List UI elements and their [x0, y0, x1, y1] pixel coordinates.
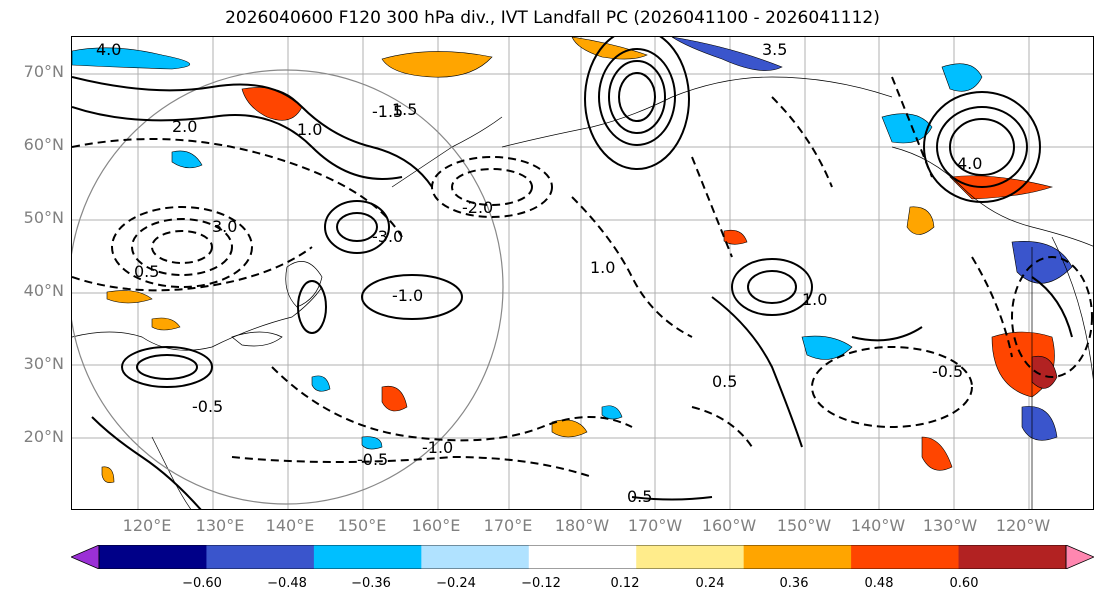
contour-label: -0.5 — [192, 397, 223, 416]
dashed-contours — [72, 76, 1093, 478]
range-ring — [72, 69, 504, 505]
contour-label: 4.0 — [957, 154, 982, 173]
colorbar-tick-label: 0.60 — [949, 576, 979, 591]
colorbar-cell — [206, 545, 315, 569]
colorbar-cell — [636, 545, 745, 569]
colorbar-tick-label: 0.48 — [864, 576, 894, 591]
contour-label: -0.5 — [932, 362, 963, 381]
lon-label: 160°W — [701, 516, 757, 535]
lat-label-30n: 30°N — [23, 354, 64, 373]
colorbar-tick-label: 0.12 — [610, 576, 640, 591]
contour-label: 4.0 — [96, 40, 121, 59]
solid-contours — [72, 37, 1073, 509]
lat-label-20n: 20°N — [23, 427, 64, 446]
colorbar-border — [98, 545, 1067, 569]
contour-labels: 4.0 3.0 2.0 1.5 1.0 0.5 -0.5 -1.0 -1.5 -… — [96, 40, 982, 506]
contour-label: -3.0 — [372, 227, 403, 246]
lon-label: 170°E — [483, 516, 533, 535]
contour-label: 0.5 — [712, 372, 737, 391]
colorbar-cell — [99, 545, 207, 569]
colorbar-tick-label: −0.60 — [182, 576, 222, 591]
lat-label-40n: 40°N — [23, 281, 64, 300]
contour-label: 1.0 — [297, 120, 322, 139]
contour-label: 3.0 — [212, 217, 237, 236]
graticule — [72, 37, 1093, 509]
contour-label: 1.5 — [392, 100, 417, 119]
map-panel: 4.0 3.0 2.0 1.5 1.0 0.5 -0.5 -1.0 -1.5 -… — [71, 36, 1094, 510]
colorbar-cell — [851, 545, 960, 569]
colorbar-tick-label: −0.48 — [267, 576, 307, 591]
contour-label: -1.5 — [372, 102, 403, 121]
contour-label: -2.0 — [462, 198, 493, 217]
lon-label: 160°E — [411, 516, 461, 535]
colorbar-tick-label: −0.12 — [521, 576, 561, 591]
lat-label-60n: 60°N — [23, 135, 64, 154]
colorbar-cell — [958, 545, 1067, 569]
map-title: 2026040600 F120 300 hPa div., IVT Landfa… — [225, 8, 880, 28]
lon-label: 140°W — [850, 516, 906, 535]
lat-label-50n: 50°N — [23, 208, 64, 227]
contour-label: 2.0 — [172, 117, 197, 136]
lon-label: 120°W — [995, 516, 1051, 535]
lon-label: 180°W — [554, 516, 610, 535]
map-canvas: 4.0 3.0 2.0 1.5 1.0 0.5 -0.5 -1.0 -1.5 -… — [72, 37, 1093, 509]
contour-label: 1.0 — [802, 290, 827, 309]
colorbar-tick-label: −0.36 — [351, 576, 391, 591]
contour-label: 1.0 — [590, 258, 615, 277]
lon-label: 140°E — [265, 516, 315, 535]
contour-label: -0.5 — [357, 450, 388, 469]
colorbar — [71, 545, 1094, 569]
lon-label: 120°E — [122, 516, 172, 535]
colorbar-cell — [421, 545, 530, 569]
colorbar-extension-high — [1065, 545, 1094, 569]
colorbar-cell — [743, 545, 852, 569]
contour-label: 0.5 — [134, 262, 159, 281]
lon-label: 170°W — [627, 516, 683, 535]
lon-label: 130°E — [195, 516, 245, 535]
contour-label: 0.5 — [627, 487, 652, 506]
lat-label-70n: 70°N — [23, 62, 64, 81]
colorbar-extension-low — [71, 545, 100, 569]
contour-label: 3.5 — [762, 40, 787, 59]
colorbar-tick-label: 0.24 — [695, 576, 725, 591]
lon-label: 150°E — [337, 516, 387, 535]
colorbar-tick-label: 0.36 — [779, 576, 809, 591]
colorbar-cell — [313, 545, 422, 569]
lon-label: 150°W — [776, 516, 832, 535]
colorbar-cell — [528, 545, 637, 569]
contour-label: -1.0 — [422, 438, 453, 457]
lon-label: 130°W — [922, 516, 978, 535]
contour-label: -1.0 — [392, 286, 423, 305]
colorbar-tick-label: −0.24 — [436, 576, 476, 591]
coastlines — [72, 76, 1093, 509]
